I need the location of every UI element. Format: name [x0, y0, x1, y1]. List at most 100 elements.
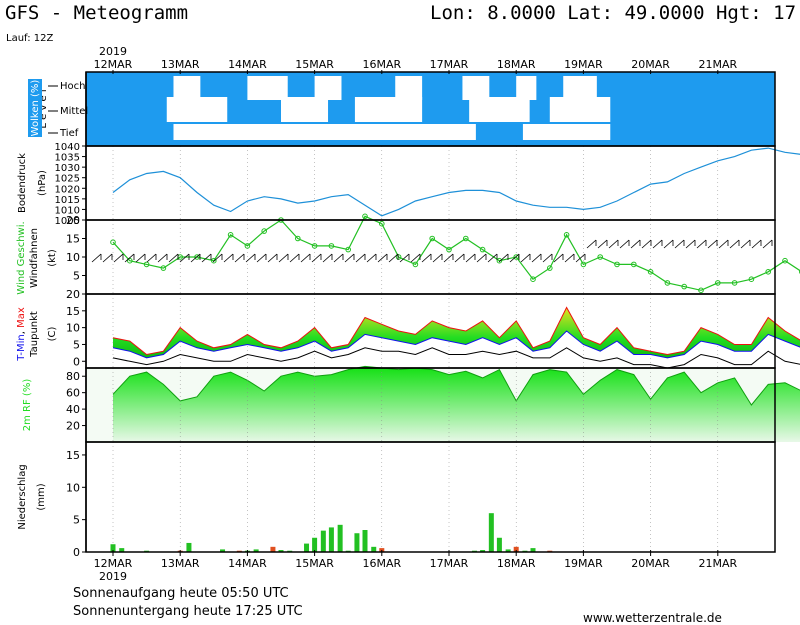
bottom-date-label: 15MAR [295, 557, 334, 570]
bottom-date-label: 12MAR [94, 557, 133, 570]
mid-cloud-band [281, 97, 329, 122]
temperature-band [113, 307, 800, 358]
panel-frame-pressure [85, 145, 776, 221]
precip-bar [304, 543, 310, 552]
wind-barb [344, 253, 355, 263]
wind-barb [278, 253, 289, 263]
precip-bar [354, 533, 360, 552]
wind-speed-point [782, 257, 788, 264]
wind-barb [542, 253, 553, 263]
wind-speed-point [328, 243, 335, 249]
precip-bar [480, 550, 486, 552]
wind-speed-point [345, 246, 352, 253]
top-date-label: 19MAR [564, 58, 603, 71]
wind-barb [333, 253, 344, 263]
wind-barb [630, 239, 641, 249]
mid-cloud-band [469, 97, 530, 122]
wind-speed-point [194, 254, 200, 260]
wind-speed-point [110, 239, 116, 245]
wind-speed-point [244, 243, 251, 249]
wind-speed-axis-label: Wind Geschwi. [16, 221, 27, 294]
wind-barb [311, 253, 322, 263]
humidity-area [113, 366, 800, 442]
wind-barb [410, 253, 421, 263]
pressure-line [112, 147, 800, 217]
wind-barb [740, 239, 751, 249]
low-cloud-band [173, 124, 476, 140]
y-tick-label: 20 [66, 214, 80, 227]
temperature-unit-label: (C) [47, 327, 58, 342]
wind-speed-point [664, 280, 671, 286]
wind-barb [487, 253, 498, 263]
location-readout: Lon: 8.0000 Lat: 49.0000 Hgt: 17 [430, 2, 797, 24]
cloud-axis-label: Wolken (%) [30, 80, 41, 137]
wind-barb [619, 239, 630, 249]
precip-bar [320, 530, 326, 552]
y-tick-label: 20 [66, 288, 80, 301]
wind-barb [641, 239, 652, 249]
wind-barb [256, 253, 267, 263]
y-tick-label: 1035 [55, 153, 80, 164]
precip-bar [496, 537, 502, 552]
wind-speed-point [412, 261, 419, 268]
bottom-date-label: 17MAR [430, 557, 469, 570]
wind-speed-point [211, 257, 217, 264]
wind-barb [377, 253, 388, 263]
wind-barb [564, 253, 575, 263]
humidity-axis-label: 2m RF (%) [22, 379, 33, 432]
sunrise-text: Sonnenaufgang heute 05:50 UTC [73, 586, 289, 601]
site-credit[interactable]: www.wetterzentrale.de [583, 611, 722, 625]
y-tick-label: 15 [66, 449, 80, 462]
y-tick-label: 5 [73, 514, 80, 527]
sunset-text: Sonnenuntergang heute 17:25 UTC [73, 604, 303, 619]
wind-speed-point [311, 243, 318, 249]
wind-speed-point [580, 261, 587, 268]
wind-barb [718, 239, 729, 249]
bottom-date-label: 13MAR [161, 557, 200, 570]
precip-bar [220, 549, 226, 552]
high-cloud-band [173, 76, 201, 100]
wind-barb [509, 253, 520, 263]
y-tick-label: 40 [66, 403, 80, 416]
precip-unit-label: (mm) [36, 483, 47, 510]
wind-speed-point [261, 228, 268, 234]
y-tick-label: 15 [66, 233, 80, 246]
y-tick-label: 1030 [55, 163, 80, 174]
bottom-date-label: 21MAR [698, 557, 737, 570]
wind-speed-point [631, 261, 637, 268]
wind-barb [553, 253, 564, 263]
wind-barb [355, 253, 366, 263]
level-axis-label: L e v e l [38, 89, 49, 128]
wind-speed-point [463, 235, 469, 242]
wind-barb [113, 253, 124, 263]
wind-barb [531, 253, 542, 263]
precip-bar [119, 548, 125, 552]
precip-bar [530, 548, 536, 552]
y-tick-label: 5 [73, 270, 80, 283]
wind-speed-point [429, 235, 436, 242]
top-date-label: 21MAR [698, 58, 737, 71]
wind-speed-line [112, 215, 800, 291]
wind-barb [707, 239, 718, 249]
wind-barb [432, 253, 443, 263]
wind-speed-point [362, 213, 368, 220]
wind-barb [245, 253, 256, 263]
precip-bar [278, 550, 284, 552]
wind-barb [652, 239, 663, 249]
top-date-label: 12MAR [94, 58, 133, 71]
wind-barb [157, 253, 168, 263]
y-tick-label: 1020 [55, 184, 80, 195]
wind-barb [443, 253, 454, 263]
wind-speed-point [765, 269, 772, 275]
precip-axis-label: Niederschlag [17, 464, 28, 529]
y-tick-label: 1010 [55, 205, 80, 216]
wind-barb [421, 253, 432, 263]
wind-barb [685, 239, 696, 249]
wind-barb [696, 239, 707, 249]
wind-speed-point [446, 246, 452, 253]
precip-bar [253, 549, 259, 552]
wind-barb [91, 253, 102, 263]
wind-barb [476, 253, 487, 263]
high-cloud-band [462, 76, 490, 100]
wind-unit-label: (kt) [47, 249, 58, 267]
